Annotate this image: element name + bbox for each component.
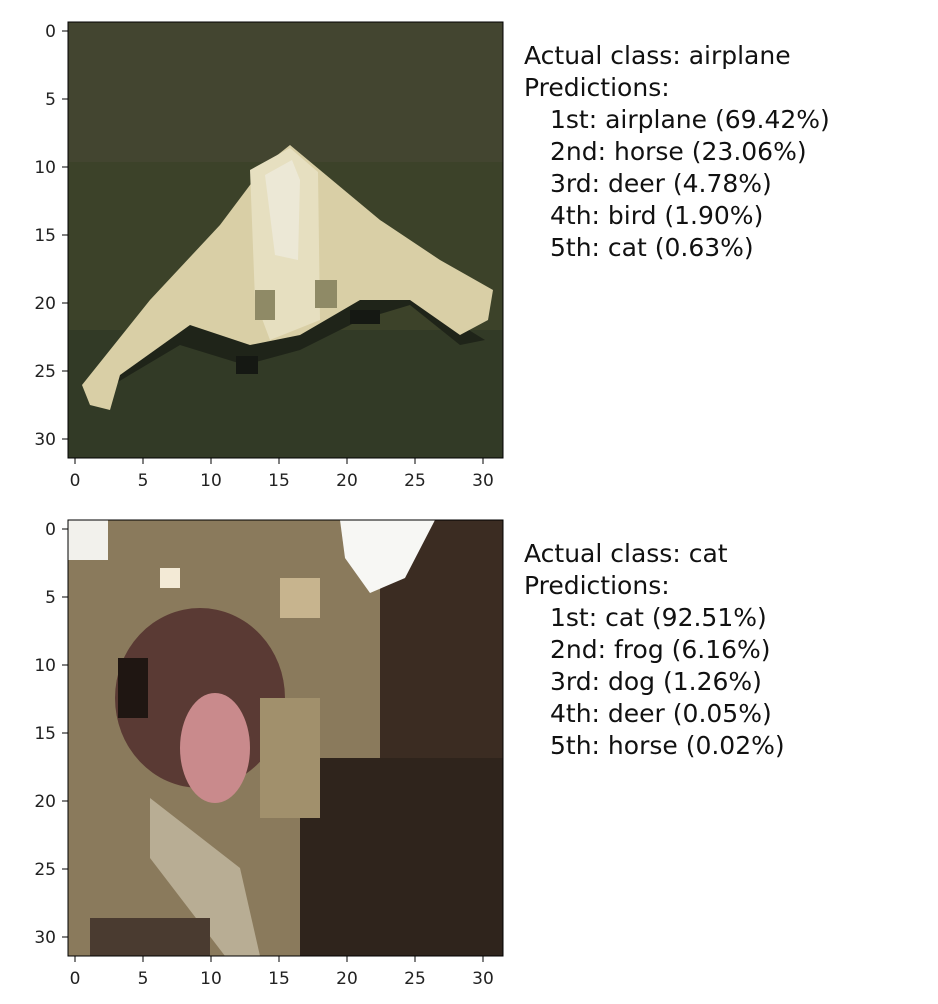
- prediction-info-cat: Actual class: cat Predictions: 1st: cat …: [524, 538, 785, 762]
- x-tick-labels-cat: 0 5 10 15 20 25 30: [70, 969, 494, 989]
- actual-class-label: Actual class: cat: [524, 539, 728, 568]
- prediction-item: 5th: cat (0.63%): [550, 233, 754, 262]
- cat-image: [68, 520, 503, 956]
- x-tick-label: 30: [472, 969, 494, 989]
- y-tick-label: 10: [34, 158, 56, 178]
- predictions-heading: Predictions:: [524, 73, 670, 102]
- x-tick-label: 30: [472, 471, 494, 491]
- y-tick-label: 15: [34, 724, 56, 744]
- x-tick-label: 5: [138, 471, 149, 491]
- axis-ticks-airplane: [62, 30, 484, 464]
- y-tick-label: 25: [34, 362, 56, 382]
- prediction-info-airplane: Actual class: airplane Predictions: 1st:…: [524, 40, 830, 264]
- prediction-panel-cat: 0 5 10 15 20 25 30 0 5 10 15 20 25 30 Ac…: [0, 498, 938, 996]
- image-plot-cat: 0 5 10 15 20 25 30 0 5 10 15 20 25 30: [34, 519, 504, 989]
- x-tick-label: 10: [200, 969, 222, 989]
- x-tick-label: 15: [268, 969, 290, 989]
- prediction-item: 3rd: dog (1.26%): [550, 667, 762, 696]
- y-tick-label: 30: [34, 928, 56, 948]
- axis-ticks-cat: [62, 528, 484, 962]
- x-tick-label: 0: [70, 471, 81, 491]
- actual-class-label: Actual class: airplane: [524, 41, 791, 70]
- x-tick-label: 5: [138, 969, 149, 989]
- prediction-item: 2nd: horse (23.06%): [550, 137, 807, 166]
- y-tick-label: 0: [45, 22, 56, 42]
- x-tick-label: 25: [404, 471, 426, 491]
- image-plot-airplane: 0 5 10 15 20 25 30 0 5 10 15 20 25 30: [34, 21, 504, 491]
- airplane-image: [68, 22, 503, 458]
- y-tick-label: 20: [34, 792, 56, 812]
- x-tick-label: 20: [336, 969, 358, 989]
- y-tick-label: 20: [34, 294, 56, 314]
- x-tick-labels-airplane: 0 5 10 15 20 25 30: [70, 471, 494, 491]
- cat-image-frame: [67, 519, 504, 957]
- prediction-item: 4th: deer (0.05%): [550, 699, 772, 728]
- predictions-heading: Predictions:: [524, 571, 670, 600]
- prediction-item: 2nd: frog (6.16%): [550, 635, 771, 664]
- y-tick-labels-airplane: 0 5 10 15 20 25 30: [34, 22, 56, 450]
- prediction-item: 3rd: deer (4.78%): [550, 169, 772, 198]
- y-tick-label: 0: [45, 520, 56, 540]
- y-tick-label: 15: [34, 226, 56, 246]
- prediction-item: 5th: horse (0.02%): [550, 731, 785, 760]
- x-tick-label: 25: [404, 969, 426, 989]
- x-tick-label: 0: [70, 969, 81, 989]
- y-tick-label: 30: [34, 430, 56, 450]
- x-tick-label: 15: [268, 471, 290, 491]
- x-tick-label: 20: [336, 471, 358, 491]
- y-tick-label: 5: [45, 90, 56, 110]
- y-tick-label: 25: [34, 860, 56, 880]
- prediction-item: 1st: cat (92.51%): [550, 603, 767, 632]
- y-tick-labels-cat: 0 5 10 15 20 25 30: [34, 520, 56, 948]
- airplane-image-frame: [67, 21, 504, 459]
- prediction-panel-airplane: 0 5 10 15 20 25 30 0 5 10 15 20 25 30 Ac…: [0, 0, 938, 498]
- prediction-item: 4th: bird (1.90%): [550, 201, 764, 230]
- y-tick-label: 5: [45, 588, 56, 608]
- x-tick-label: 10: [200, 471, 222, 491]
- y-tick-label: 10: [34, 656, 56, 676]
- prediction-item: 1st: airplane (69.42%): [550, 105, 830, 134]
